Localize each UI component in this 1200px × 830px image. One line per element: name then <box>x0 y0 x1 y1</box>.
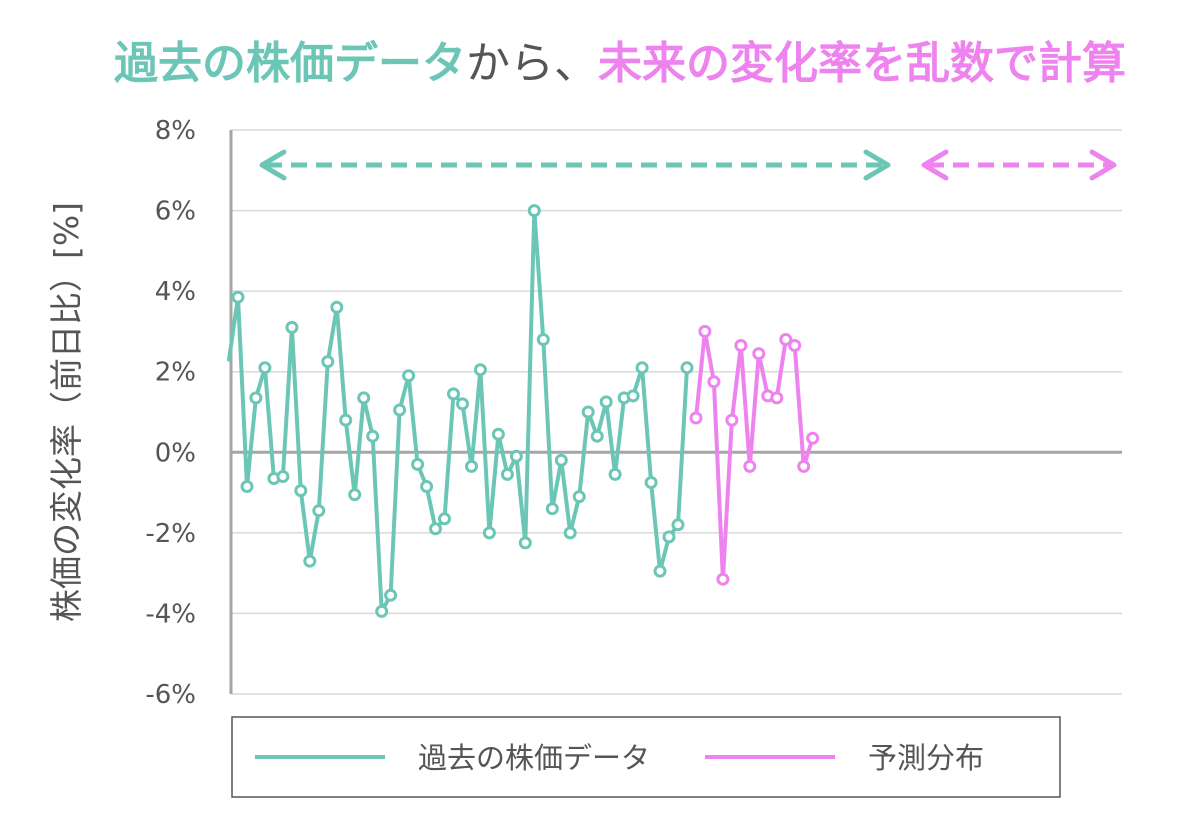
data-point <box>303 554 317 568</box>
range-arrow-historical <box>259 149 891 181</box>
data-point <box>482 526 496 540</box>
series-historical <box>227 204 694 618</box>
chart-title: 過去の株価データから、未来の変化率を乱数で計算 <box>114 38 1126 89</box>
data-point <box>608 467 622 481</box>
data-point <box>599 395 613 409</box>
data-point <box>752 347 766 361</box>
data-point <box>536 333 550 346</box>
y-tick-label: 4% <box>155 277 196 307</box>
data-point <box>285 320 299 334</box>
data-point <box>626 389 640 403</box>
data-point <box>411 457 425 471</box>
y-tick-label: -2% <box>145 519 196 549</box>
y-axis-label: 株価の変化率（前日比）[%] <box>47 202 86 622</box>
data-point <box>581 405 595 419</box>
data-point <box>779 333 793 346</box>
data-point <box>366 429 380 443</box>
data-point <box>554 453 568 467</box>
data-point <box>563 526 577 540</box>
data-point <box>429 522 442 536</box>
data-point <box>680 361 694 375</box>
data-point <box>473 363 487 377</box>
data-point <box>312 504 326 518</box>
data-point <box>456 397 469 411</box>
y-tick-label: 0% <box>155 438 196 468</box>
data-point <box>545 502 559 516</box>
y-tick-label: 6% <box>155 197 196 227</box>
data-point <box>491 427 505 441</box>
data-point <box>518 536 532 550</box>
series-forecast <box>689 324 820 586</box>
data-point <box>375 604 389 618</box>
data-point <box>438 512 451 526</box>
y-tick-label: 2% <box>155 358 196 388</box>
data-point <box>294 484 308 498</box>
range-arrow-forecast <box>921 149 1117 181</box>
data-point <box>743 459 757 473</box>
data-point <box>500 467 514 481</box>
data-point <box>420 480 434 493</box>
y-tick-label: -6% <box>145 680 196 710</box>
y-tick-label: -4% <box>145 599 196 629</box>
data-point <box>716 572 730 586</box>
data-point <box>276 470 290 483</box>
series-line <box>694 329 815 582</box>
range-arrow-historical-head-left <box>259 149 287 181</box>
series-line <box>227 208 689 614</box>
range-arrows <box>259 149 1117 181</box>
data-point <box>635 361 649 375</box>
data-point <box>797 459 811 473</box>
data-point <box>572 490 586 504</box>
data-point <box>653 564 667 578</box>
chart-title-historical: 過去の株価データ <box>114 38 466 89</box>
data-point <box>509 449 523 463</box>
series-lines <box>227 204 820 618</box>
data-point <box>384 588 398 602</box>
data-point <box>402 369 416 383</box>
legend-label-historical: 過去の株価データ <box>418 741 650 775</box>
data-point <box>698 324 712 338</box>
data-point <box>393 403 407 417</box>
data-point <box>447 387 460 401</box>
data-point <box>321 355 335 369</box>
y-tick-label: 8% <box>155 116 196 146</box>
data-point <box>689 411 703 425</box>
legend-label-forecast: 予測分布 <box>868 741 984 775</box>
data-point <box>734 339 748 352</box>
data-point <box>806 431 820 445</box>
data-point <box>231 290 245 304</box>
data-point <box>662 530 676 544</box>
data-point <box>258 361 272 375</box>
data-point <box>240 480 254 493</box>
data-point <box>339 413 353 427</box>
data-point <box>725 413 739 427</box>
data-point <box>707 375 721 389</box>
data-point <box>348 488 362 502</box>
data-point <box>330 300 344 314</box>
data-point <box>770 391 784 405</box>
data-point <box>671 518 685 532</box>
data-point <box>788 339 802 352</box>
data-point <box>527 204 541 218</box>
range-arrow-historical-head-right <box>863 149 891 181</box>
range-arrow-forecast-head-left <box>921 149 949 181</box>
y-tick-labels: 8% 6% 4% 2% 0% -2% -4% -6% <box>145 116 196 710</box>
data-point <box>644 476 658 489</box>
data-point <box>357 391 371 405</box>
data-point <box>465 459 478 473</box>
range-arrow-forecast-head-right <box>1089 149 1117 181</box>
data-point <box>249 391 263 405</box>
chart-title-connector: から、 <box>466 38 598 89</box>
grid-lines <box>231 129 1122 695</box>
data-point <box>590 429 604 443</box>
chart-title-forecast: 未来の変化率を乱数で計算 <box>598 38 1126 89</box>
